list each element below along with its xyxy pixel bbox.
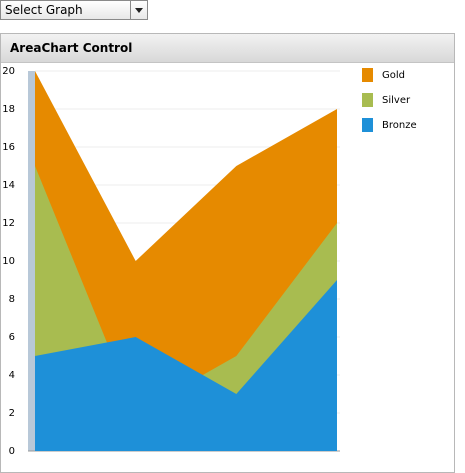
y-tick-label: 14 (2, 180, 15, 191)
dropdown-arrow[interactable] (130, 1, 147, 19)
area (35, 280, 337, 451)
legend-label: Gold (382, 70, 405, 81)
y-tick-label: 2 (9, 408, 15, 419)
legend-swatch (362, 68, 373, 82)
y-tick-label: 18 (2, 104, 15, 115)
y-tick-label: 16 (2, 142, 15, 153)
legend-label: Silver (382, 95, 411, 106)
y-tick-label: 8 (9, 294, 15, 305)
y-tick-label: 20 (2, 66, 15, 77)
y-tick-label: 4 (9, 370, 15, 381)
panel-title: AreaChart Control (1, 34, 454, 63)
y-tick-label: 12 (2, 218, 15, 229)
select-graph-dropdown[interactable]: Select Graph (0, 0, 148, 20)
y-axis-bar (28, 71, 35, 451)
y-tick-label: 10 (2, 256, 15, 267)
legend-swatch (362, 118, 373, 132)
dropdown-label: Select Graph (5, 3, 83, 17)
y-tick-label: 0 (9, 446, 15, 457)
legend-label: Bronze (382, 120, 417, 131)
y-tick-label: 6 (9, 332, 15, 343)
legend-swatch (362, 93, 373, 107)
